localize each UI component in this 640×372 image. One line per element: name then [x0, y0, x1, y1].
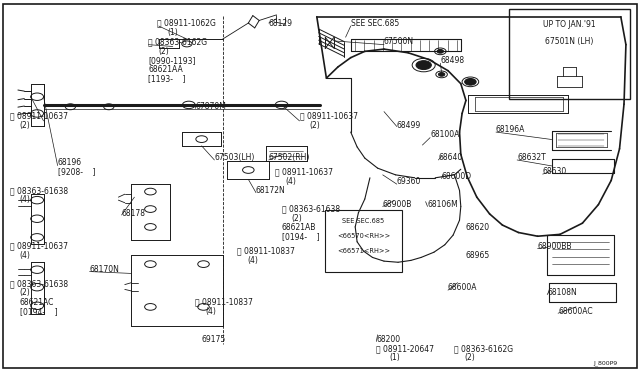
Text: (2): (2) [20, 121, 31, 130]
Text: 67502(RH): 67502(RH) [269, 153, 310, 162]
Text: [0194-    ]: [0194- ] [20, 307, 58, 316]
Text: (4): (4) [285, 177, 296, 186]
Text: 68632T: 68632T [517, 153, 546, 162]
Text: 68108N: 68108N [547, 288, 577, 297]
Text: SEE SEC.685: SEE SEC.685 [351, 19, 399, 28]
Text: 68620: 68620 [466, 223, 490, 232]
Text: Ⓢ 08363-61638: Ⓢ 08363-61638 [282, 205, 340, 214]
Text: Ⓝ 08911-10637: Ⓝ 08911-10637 [275, 167, 333, 176]
Bar [325, 210, 402, 272]
Text: SEE SEC.685: SEE SEC.685 [342, 218, 385, 224]
Text: 67870M: 67870M [195, 102, 226, 111]
Text: Ⓝ 08911-10837: Ⓝ 08911-10837 [195, 298, 253, 307]
Circle shape [416, 61, 431, 70]
Text: 68106M: 68106M [428, 200, 458, 209]
Circle shape [438, 73, 445, 76]
Text: 68172N: 68172N [256, 186, 285, 195]
Text: [1193-    ]: [1193- ] [148, 74, 186, 83]
Text: Ⓢ 08363-61638: Ⓢ 08363-61638 [10, 279, 68, 288]
Text: [0990-1193]: [0990-1193] [148, 56, 196, 65]
Text: [0194-    ]: [0194- ] [282, 232, 319, 241]
Text: 67500N: 67500N [384, 37, 414, 46]
Text: 68621AC: 68621AC [20, 298, 54, 307]
Text: 68630: 68630 [543, 167, 567, 176]
Text: 69360: 69360 [397, 177, 421, 186]
Circle shape [465, 78, 476, 85]
Text: UP TO JAN.'91: UP TO JAN.'91 [543, 20, 596, 29]
Text: Ⓝ 08911-10637: Ⓝ 08911-10637 [10, 112, 68, 121]
Text: J_800P9: J_800P9 [593, 360, 618, 366]
Text: Ⓢ 08363-61638: Ⓢ 08363-61638 [10, 186, 68, 195]
Text: <66571<RH>>: <66571<RH>> [337, 248, 390, 254]
Text: Ⓝ 08911-20647: Ⓝ 08911-20647 [376, 344, 435, 353]
Text: 68498: 68498 [440, 56, 465, 65]
Text: 68600D: 68600D [442, 172, 472, 181]
Text: (4): (4) [20, 251, 31, 260]
Text: 68196A: 68196A [496, 125, 525, 134]
Circle shape [437, 49, 444, 53]
Text: <66570<RH>>: <66570<RH>> [337, 233, 390, 239]
Text: 68170N: 68170N [90, 265, 120, 274]
Text: (2): (2) [159, 47, 170, 56]
Text: Ⓢ 08363-6162G: Ⓢ 08363-6162G [148, 38, 207, 46]
Text: (2): (2) [310, 121, 321, 130]
Text: 68640: 68640 [438, 153, 463, 162]
Text: 68499: 68499 [397, 121, 421, 130]
Text: 68600A: 68600A [448, 283, 477, 292]
Text: 67503(LH): 67503(LH) [214, 153, 255, 162]
Bar [509, 9, 630, 99]
Text: 68129: 68129 [269, 19, 293, 28]
Text: 69175: 69175 [202, 335, 226, 344]
Text: 68965: 68965 [466, 251, 490, 260]
Text: (2): (2) [20, 288, 31, 297]
Text: Ⓝ 08911-10637: Ⓝ 08911-10637 [300, 112, 358, 121]
Text: (4): (4) [205, 307, 216, 316]
Text: 68196: 68196 [58, 158, 82, 167]
Text: Ⓝ 08911-10837: Ⓝ 08911-10837 [237, 246, 294, 255]
Text: Ⓝ 08911-1062G: Ⓝ 08911-1062G [157, 19, 216, 28]
Text: 68600AC: 68600AC [558, 307, 593, 316]
Text: 68621AB: 68621AB [282, 223, 316, 232]
Text: (2): (2) [465, 353, 476, 362]
Text: 68900BB: 68900BB [538, 242, 572, 251]
Text: (2): (2) [292, 214, 303, 223]
Text: 67501N (LH): 67501N (LH) [545, 37, 594, 46]
Text: (1): (1) [389, 353, 400, 362]
Text: 68178: 68178 [122, 209, 146, 218]
Text: 68200: 68200 [376, 335, 401, 344]
Text: (4): (4) [247, 256, 258, 264]
Text: Ⓢ 08363-6162G: Ⓢ 08363-6162G [454, 344, 513, 353]
Text: (1): (1) [167, 28, 178, 37]
Text: [9208-    ]: [9208- ] [58, 167, 95, 176]
Text: 68900B: 68900B [383, 200, 412, 209]
Text: Ⓝ 08911-10637: Ⓝ 08911-10637 [10, 242, 68, 251]
Text: 68100A: 68100A [430, 130, 460, 139]
Text: (4): (4) [20, 195, 31, 204]
Text: 68621AA: 68621AA [148, 65, 183, 74]
